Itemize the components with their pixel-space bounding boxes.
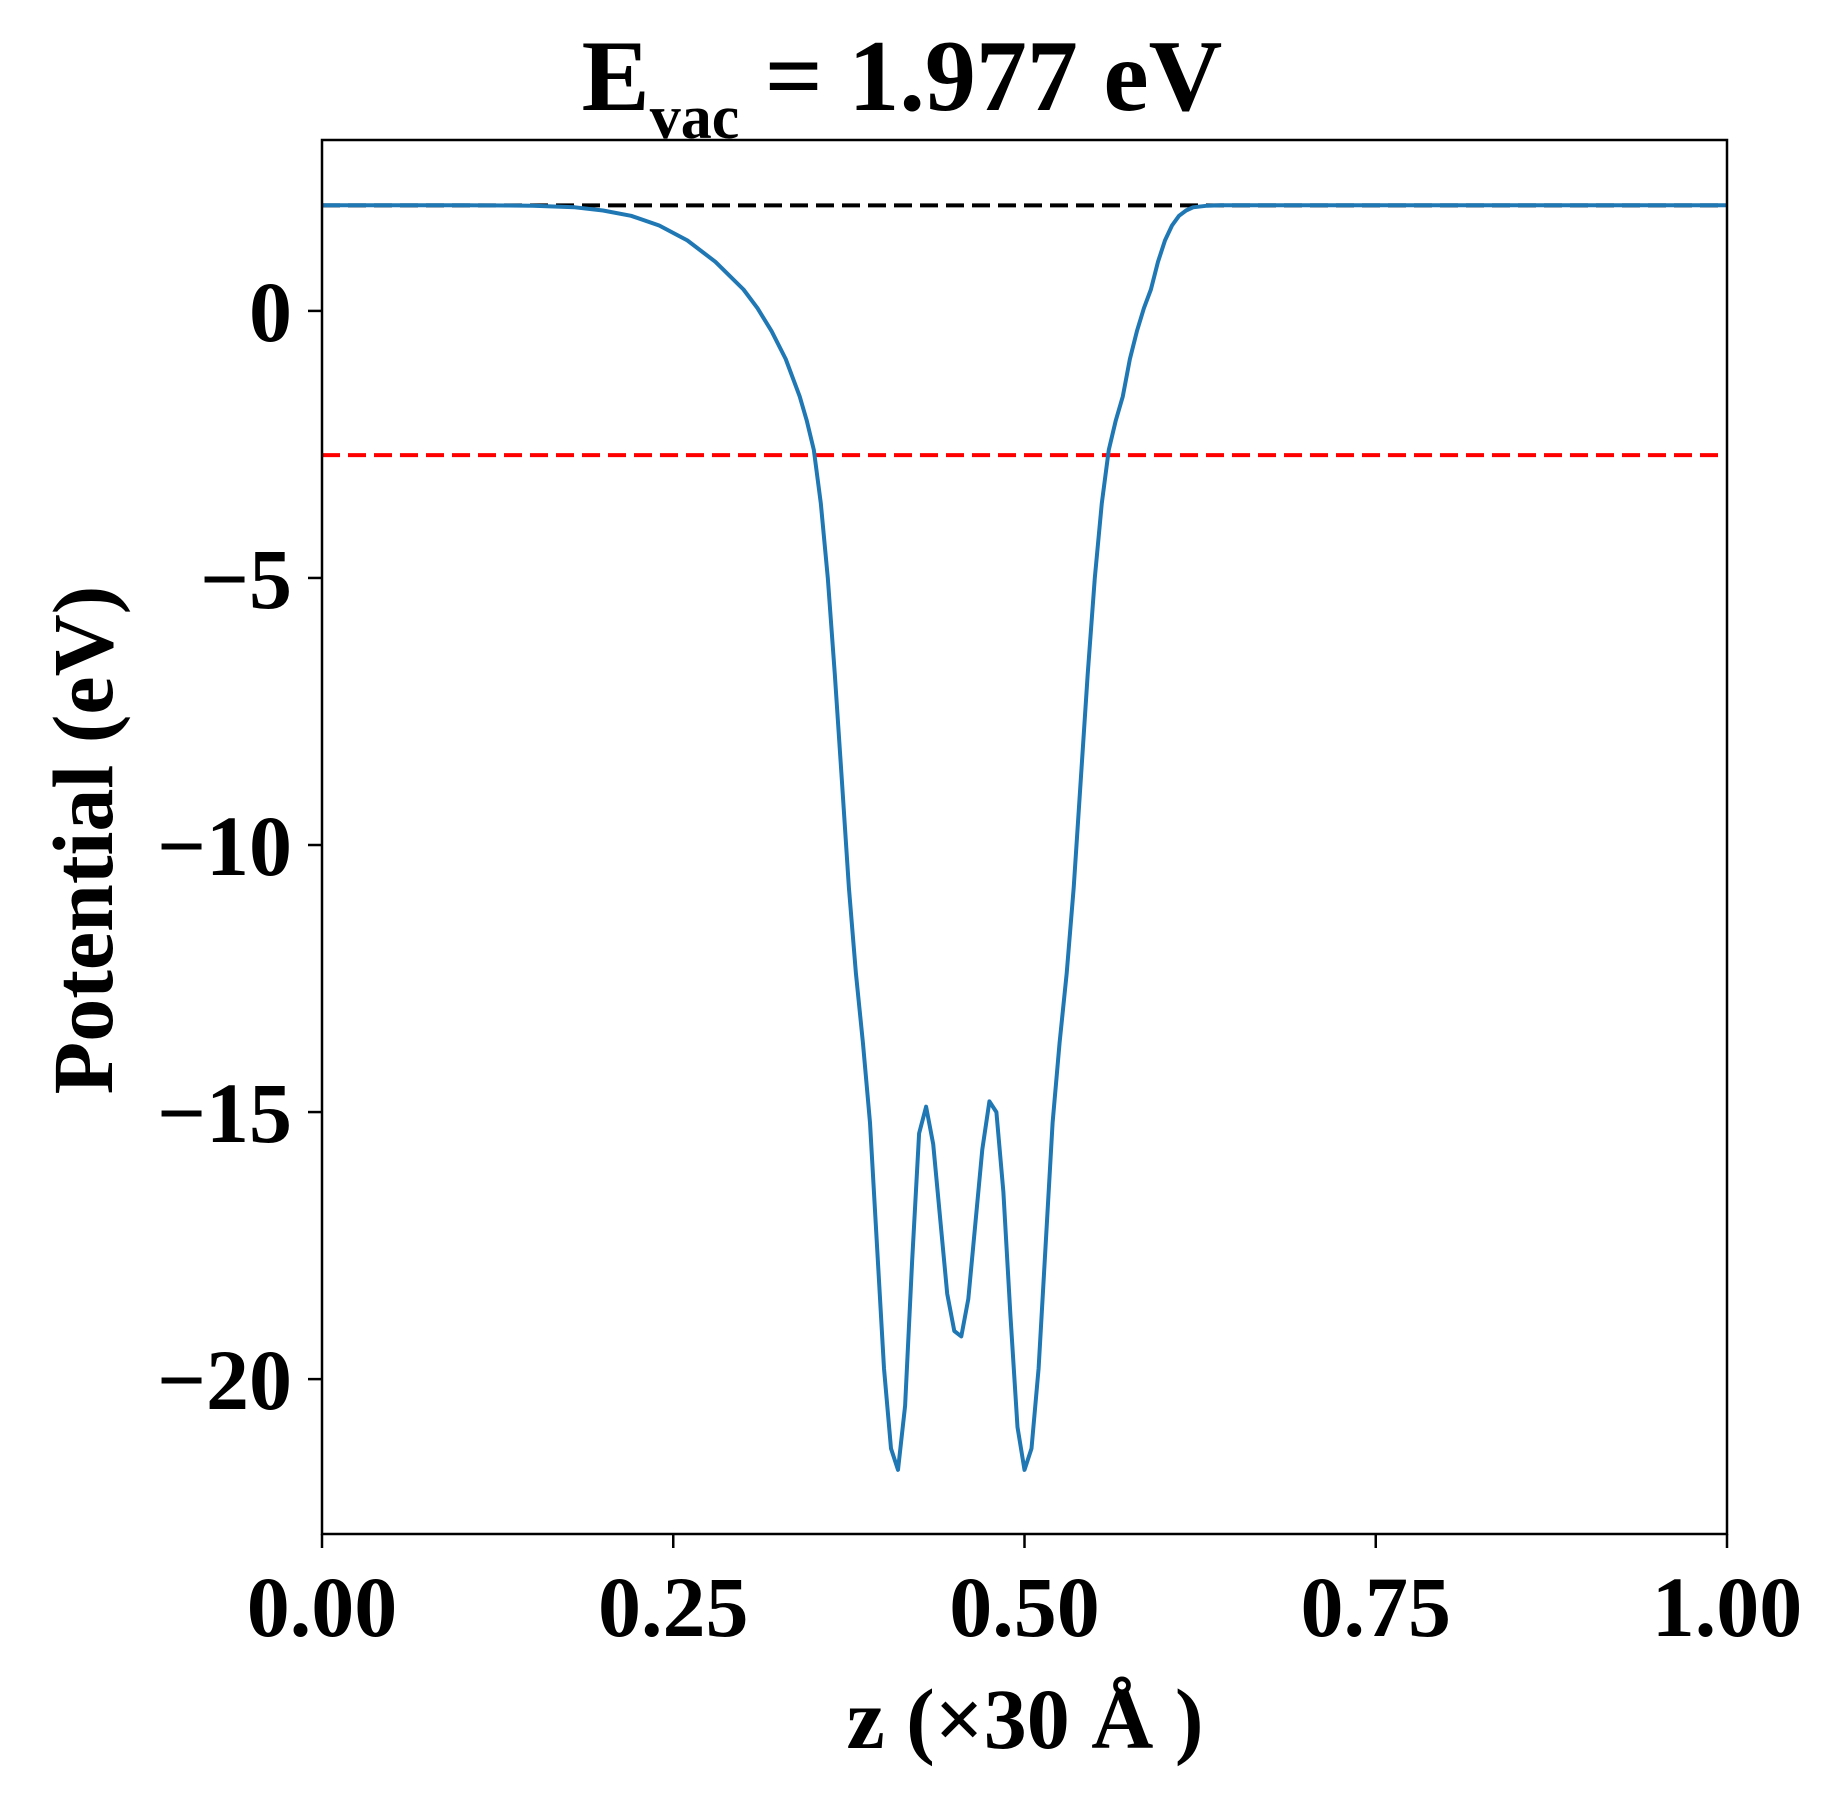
y-axis-ticks: 0 −5 −10 −15 −20 — [157, 264, 322, 1428]
plot-area — [322, 203, 1727, 1472]
chart-title-rest: = 1.977 eV — [739, 20, 1222, 133]
x-tick-label: 0.00 — [247, 1559, 398, 1655]
x-axis-label: z (×30 Å ) — [846, 1671, 1203, 1767]
y-tick-label: −15 — [157, 1065, 292, 1161]
series-line-0 — [322, 203, 1727, 1472]
x-axis-ticks: 0.00 0.25 0.50 0.75 1.00 — [247, 1534, 1803, 1655]
y-tick-label: 0 — [249, 264, 292, 360]
y-axis-label: Potential (eV) — [35, 586, 131, 1095]
plot-frame — [320, 138, 1729, 1536]
chart-title-main: E — [582, 20, 650, 133]
y-tick-label: −5 — [200, 531, 292, 627]
chart-title: Evac = 1.977 eV — [582, 20, 1223, 152]
x-tick-label: 0.50 — [949, 1559, 1100, 1655]
y-tick-label: −10 — [157, 798, 292, 894]
x-tick-label: 0.75 — [1301, 1559, 1452, 1655]
x-tick-label: 0.25 — [598, 1559, 749, 1655]
x-tick-label: 1.00 — [1652, 1559, 1803, 1655]
chart-title-subscript: vac — [650, 84, 740, 152]
y-tick-label: −20 — [157, 1332, 292, 1428]
